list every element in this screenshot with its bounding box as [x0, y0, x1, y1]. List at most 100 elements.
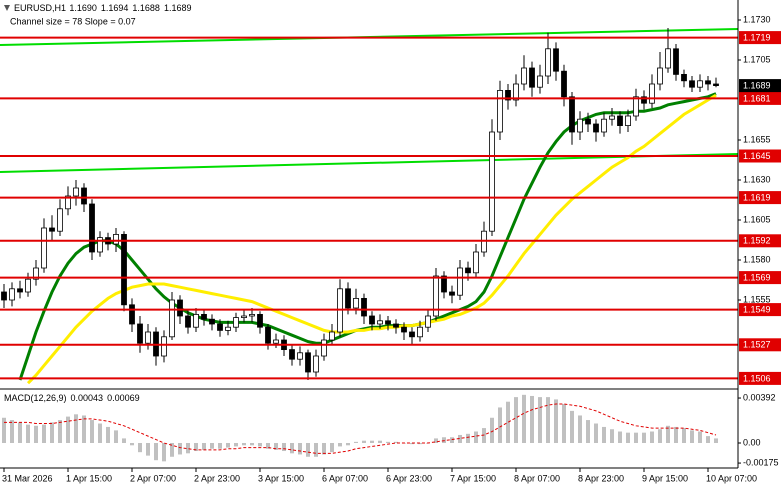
x-tick-label: 31 Mar 2026	[2, 473, 53, 483]
macd-bar	[618, 431, 622, 443]
level-label: 1.1569	[743, 272, 771, 282]
candle-body	[665, 48, 671, 69]
candle-body	[561, 70, 567, 98]
level-label-box	[739, 303, 781, 317]
macd-bar	[706, 436, 710, 443]
candle-body	[217, 323, 223, 331]
candle-body	[241, 315, 247, 318]
macd-bar	[66, 416, 70, 443]
macd-bar	[274, 442, 278, 450]
macd-bar	[490, 417, 494, 443]
candle-body	[689, 80, 695, 88]
macd-bar	[162, 442, 166, 462]
candle-body	[145, 331, 151, 344]
y-tick-label: 1.1580	[743, 254, 771, 264]
macd-bar	[146, 442, 150, 456]
macd-bar	[210, 442, 214, 449]
chart-header: EURUSD,H1 1.1690 1.1694 1.1688 1.1689	[14, 3, 191, 13]
candle-body	[521, 67, 527, 85]
macd-bar	[202, 442, 206, 450]
level-label-box	[739, 371, 781, 385]
candle-body	[57, 208, 63, 232]
candle-body	[297, 352, 303, 360]
macd-bar	[634, 432, 638, 443]
macd-bar	[450, 437, 454, 443]
candle-body	[697, 80, 703, 88]
candle-body	[353, 297, 359, 309]
level-label-box	[739, 234, 781, 248]
candle-body	[1, 291, 7, 301]
candle-body	[497, 90, 503, 133]
candle-body	[505, 90, 511, 101]
macd-bar	[610, 429, 614, 443]
macd-bar	[250, 442, 254, 446]
macd-bar	[266, 442, 270, 449]
macd-bar	[346, 442, 350, 446]
candle-body	[393, 323, 399, 328]
macd-value: 0.00043	[71, 393, 104, 403]
candle-body	[81, 187, 87, 205]
macd-bar	[690, 430, 694, 443]
macd-bar	[658, 429, 662, 443]
candle-body	[545, 48, 551, 77]
candle-body	[177, 299, 183, 317]
macd-bar	[114, 430, 118, 443]
candle-body	[569, 96, 575, 133]
x-tick-label: 6 Apr 07:00	[322, 473, 368, 483]
moving-average	[18, 92, 717, 381]
ohlc-value: 1.1689	[164, 3, 192, 13]
y-tick-label: -0.00175	[743, 457, 779, 467]
candle-body	[225, 326, 231, 331]
macd-bar	[394, 441, 398, 443]
candle-body	[465, 267, 471, 274]
candle-body	[329, 331, 335, 341]
macd-bar	[538, 397, 542, 443]
current-price: 1.1689	[743, 80, 771, 90]
macd-header: MACD(12,26,9) 0.00043 0.00069	[4, 393, 140, 403]
candle-body	[625, 115, 631, 126]
macd-bar	[130, 442, 134, 446]
candle-body	[553, 48, 559, 72]
candle-body	[673, 48, 679, 75]
candle-body	[97, 237, 103, 253]
level-label: 1.1619	[743, 192, 771, 202]
candle-body	[513, 83, 519, 101]
macd-bar	[290, 442, 294, 454]
x-tick-label: 8 Apr 23:00	[578, 473, 624, 483]
candle-body	[185, 315, 191, 328]
candle-body	[713, 83, 719, 86]
candle-body	[449, 291, 455, 296]
candle-body	[417, 326, 423, 338]
candle-body	[265, 326, 271, 344]
candle-body	[649, 83, 655, 104]
macd-bar	[442, 437, 446, 443]
symbol-icon	[4, 5, 10, 11]
macd-bar	[18, 422, 22, 443]
macd-bar	[410, 442, 414, 445]
macd-bar	[298, 442, 302, 455]
macd-bar	[226, 442, 230, 448]
candle-body	[233, 317, 239, 328]
candle-body	[305, 352, 311, 373]
y-tick-label: 1.1655	[743, 134, 771, 144]
macd-bar	[554, 399, 558, 443]
x-tick-label: 2 Apr 07:00	[130, 473, 176, 483]
macd-bar	[362, 440, 366, 443]
macd-bar	[370, 440, 374, 443]
candle-body	[65, 195, 71, 210]
ohlc-value: 1.1694	[101, 3, 129, 13]
macd-title: MACD(12,26,9)	[4, 393, 67, 403]
candle-body	[313, 355, 319, 373]
x-tick-label: 2 Apr 23:00	[194, 473, 240, 483]
candle-body	[457, 267, 463, 296]
y-tick-label: 1.1555	[743, 294, 771, 304]
candle-body	[377, 320, 383, 325]
candle-body	[617, 115, 623, 126]
candle-body	[609, 115, 615, 120]
macd-bar	[578, 415, 582, 443]
candle-body	[289, 349, 295, 360]
candle-body	[41, 227, 47, 269]
macd-bar	[194, 442, 198, 452]
macd-bar	[546, 397, 550, 443]
